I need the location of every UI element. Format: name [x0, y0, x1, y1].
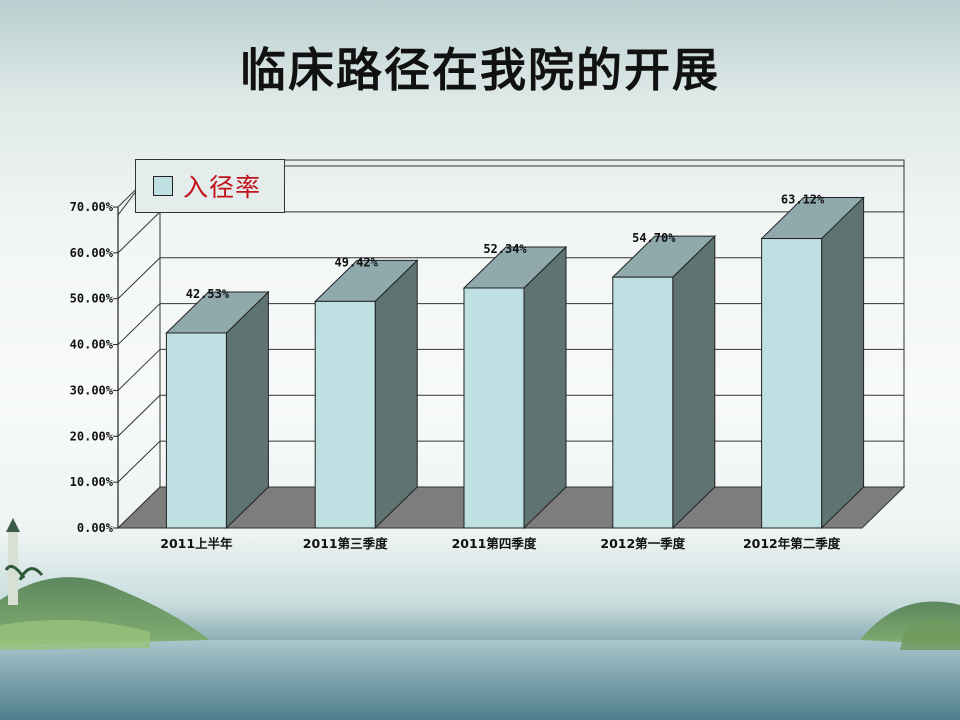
gridline-side — [117, 211, 161, 254]
slide-title: 临床路径在我院的开展 — [240, 43, 720, 97]
data-label: 49.42% — [335, 255, 379, 269]
x-axis-categories: 2011上半年 2011第三季度 2011第四季度 2012第一季度 2012年第二季度 — [160, 536, 840, 551]
bar-side — [374, 259, 418, 530]
gridline-side — [117, 303, 161, 345]
y-tick-label: 70.00% — [70, 200, 114, 214]
bar-side — [821, 196, 865, 530]
gridline-side — [117, 440, 161, 483]
gridline-side — [117, 394, 161, 437]
chart-axes — [113, 206, 119, 529]
chart-legend: 入径率 — [135, 159, 285, 213]
y-tick-label: 30.00% — [70, 383, 114, 397]
x-category-label: 2012第一季度 — [600, 536, 685, 551]
chart-bars: 42.53% 49.42% 52.34% 54.70% 63.12% — [165, 193, 865, 530]
y-tick-label: 60.00% — [70, 246, 114, 260]
data-label: 63.12% — [781, 193, 825, 207]
chart-side-wall — [117, 158, 161, 530]
data-label: 42.53% — [186, 287, 230, 301]
bar — [761, 238, 823, 529]
y-tick-label: 0.00% — [77, 521, 114, 535]
x-category-label: 2011第三季度 — [303, 536, 388, 551]
y-tick-label: 10.00% — [70, 475, 114, 489]
data-label: 54.70% — [632, 231, 676, 245]
legend-swatch — [153, 176, 173, 196]
bar-side — [672, 234, 716, 530]
data-label: 52.34% — [483, 242, 527, 256]
x-category-label: 2012年第二季度 — [743, 536, 841, 551]
bar — [165, 332, 227, 529]
gridline-side — [117, 349, 161, 391]
bar — [612, 276, 674, 529]
gridline-side — [117, 257, 161, 300]
y-axis-ticks: 0.00% 10.00% 20.00% 30.00% 40.00% 50.00% 60.00… — [70, 200, 114, 535]
bar — [463, 287, 525, 529]
bar-side — [523, 245, 567, 530]
y-tick-label: 40.00% — [70, 338, 114, 352]
y-tick-label: 20.00% — [70, 429, 114, 443]
legend-label: 入径率 — [183, 173, 262, 202]
x-category-label: 2011第四季度 — [452, 536, 537, 551]
x-category-label: 2011上半年 — [160, 536, 233, 551]
bar — [314, 300, 376, 529]
y-tick-label: 50.00% — [70, 292, 114, 306]
